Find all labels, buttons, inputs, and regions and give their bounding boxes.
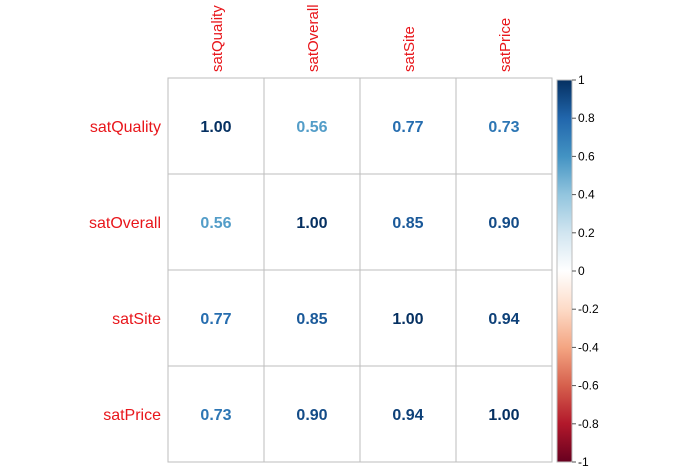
colorbar-tick-label: -1 [578,455,589,469]
matrix-cell-satOverall-satOverall [263,173,361,271]
matrix-cell-satOverall-satPrice [455,173,553,271]
cell-value-satQuality-satQuality: 1.00 [200,119,231,136]
colorbar-gradient [556,79,573,463]
column-labels: satQuality satOverall satSite satPrice [209,4,514,72]
cell-value-satOverall-satQuality: 0.56 [200,215,231,232]
matrix-cell-satQuality-satPrice [455,77,553,175]
colorbar-tick-label: 0.4 [578,188,595,202]
cell-value-labels: 1.00 0.56 0.77 0.73 0.56 1.00 0.85 0.90 0.77 0.85… [200,119,519,424]
colorbar-tick-label: -0.4 [578,340,599,354]
cell-value-satOverall-satPrice: 0.90 [488,215,519,232]
matrix-cell-satPrice-satPrice [455,365,553,463]
cell-value-satPrice-satSite: 0.94 [392,407,423,424]
row-label-satOverall: satOverall [89,215,161,232]
colorbar-tick-label: 0.2 [578,226,595,240]
column-label-satPrice: satPrice [497,18,514,72]
cell-value-satQuality-satOverall: 0.56 [296,119,327,136]
column-label-satQuality: satQuality [209,5,226,72]
row-label-satSite: satSite [112,311,161,328]
cell-value-satSite-satSite: 1.00 [392,311,423,328]
matrix-cell-satSite-satOverall [263,269,361,367]
cell-value-satOverall-satSite: 0.85 [392,215,423,232]
matrix-cell-satSite-satPrice [455,269,553,367]
correlation-grid [167,77,553,463]
cell-value-satSite-satPrice: 0.94 [488,311,519,328]
matrix-cell-satPrice-satSite [359,365,457,463]
cell-value-satPrice-satOverall: 0.90 [296,407,327,424]
matrix-cell-satPrice-satOverall [263,365,361,463]
matrix-cell-satQuality-satSite [359,77,457,175]
colorbar-tick-label: 0.6 [578,149,595,163]
row-labels: satQuality satOverall satSite satPrice [89,119,161,424]
colorbar-tick-label: 0.8 [578,111,595,125]
row-label-satQuality: satQuality [90,119,161,136]
column-label-satOverall: satOverall [305,4,322,72]
column-label-satSite: satSite [401,26,418,72]
cell-value-satPrice-satPrice: 1.00 [488,407,519,424]
colorbar-tick-label: -0.6 [578,379,599,393]
row-label-satPrice: satPrice [103,407,161,424]
cell-value-satQuality-satPrice: 0.73 [488,119,519,136]
cell-value-satSite-satOverall: 0.85 [296,311,327,328]
colorbar-tick-label: 1 [578,73,585,87]
colorbar-tick-label: -0.2 [578,302,599,316]
cell-value-satPrice-satQuality: 0.73 [200,407,231,424]
colorbar: 1 0.8 0.6 0.4 0.2 0 -0.2 -0.4 -0.6 -0.8 -1 [556,73,599,469]
matrix-cell-satQuality-satOverall [263,77,361,175]
colorbar-tick-label: 0 [578,264,585,278]
cell-value-satQuality-satSite: 0.77 [392,119,423,136]
matrix-cell-satOverall-satQuality [167,173,265,271]
cell-value-satSite-satQuality: 0.77 [200,311,231,328]
matrix-cell-satPrice-satQuality [167,365,265,463]
matrix-cell-satQuality-satQuality [167,77,265,175]
cell-value-satOverall-satOverall: 1.00 [296,215,327,232]
colorbar-tick-label: -0.8 [578,417,599,431]
